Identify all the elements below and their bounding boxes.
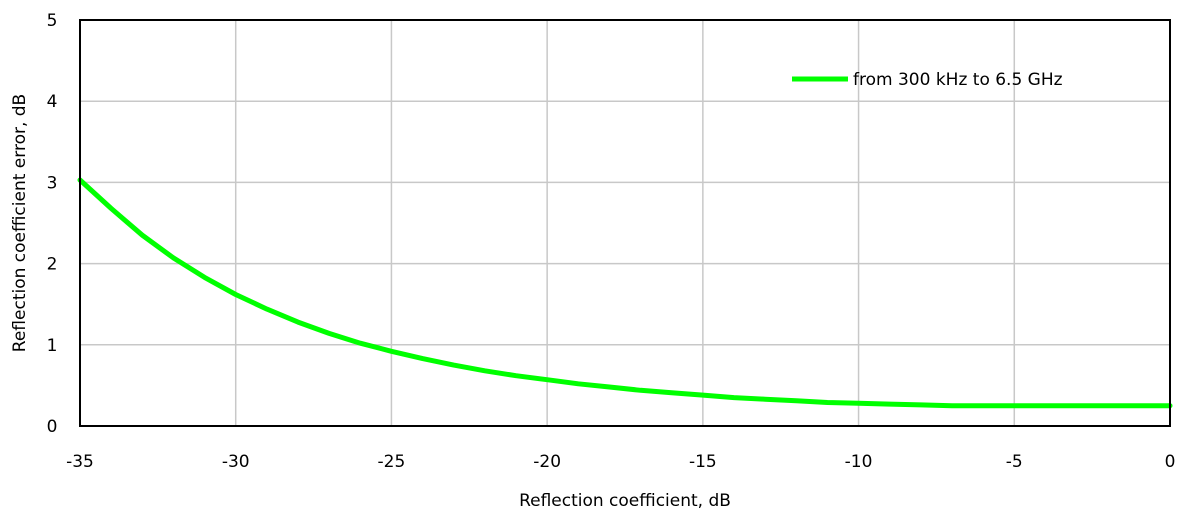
plot-frame	[79, 19, 1171, 427]
y-axis-title: Reflection coefficient error, dB	[10, 94, 30, 352]
y-tick-labels: 0 1 2 3 4 5	[47, 11, 58, 437]
x-tick-label: -35	[66, 452, 94, 472]
x-axis-title: Reflection coefficient, dB	[519, 491, 731, 511]
x-tick-label: -10	[845, 452, 873, 472]
x-tick-label: 0	[1165, 452, 1176, 472]
x-tick-label: -15	[689, 452, 717, 472]
x-tick-label: -30	[222, 452, 250, 472]
y-tick-label: 0	[47, 417, 58, 437]
legend-label: from 300 kHz to 6.5 GHz	[853, 70, 1063, 90]
y-tick-label: 3	[47, 173, 58, 193]
legend: from 300 kHz to 6.5 GHz	[792, 70, 1063, 90]
x-tick-label: -20	[533, 452, 561, 472]
y-tick-label: 5	[47, 11, 58, 31]
y-tick-label: 4	[47, 92, 58, 112]
y-tick-label: 1	[47, 336, 58, 356]
x-tick-label: -5	[1006, 452, 1023, 472]
series-line	[77, 177, 1173, 409]
y-tick-label: 2	[47, 255, 58, 275]
x-tick-labels: -35 -30 -25 -20 -15 -10 -5 0	[66, 452, 1175, 472]
x-tick-label: -25	[378, 452, 406, 472]
series-layer	[77, 177, 1173, 409]
